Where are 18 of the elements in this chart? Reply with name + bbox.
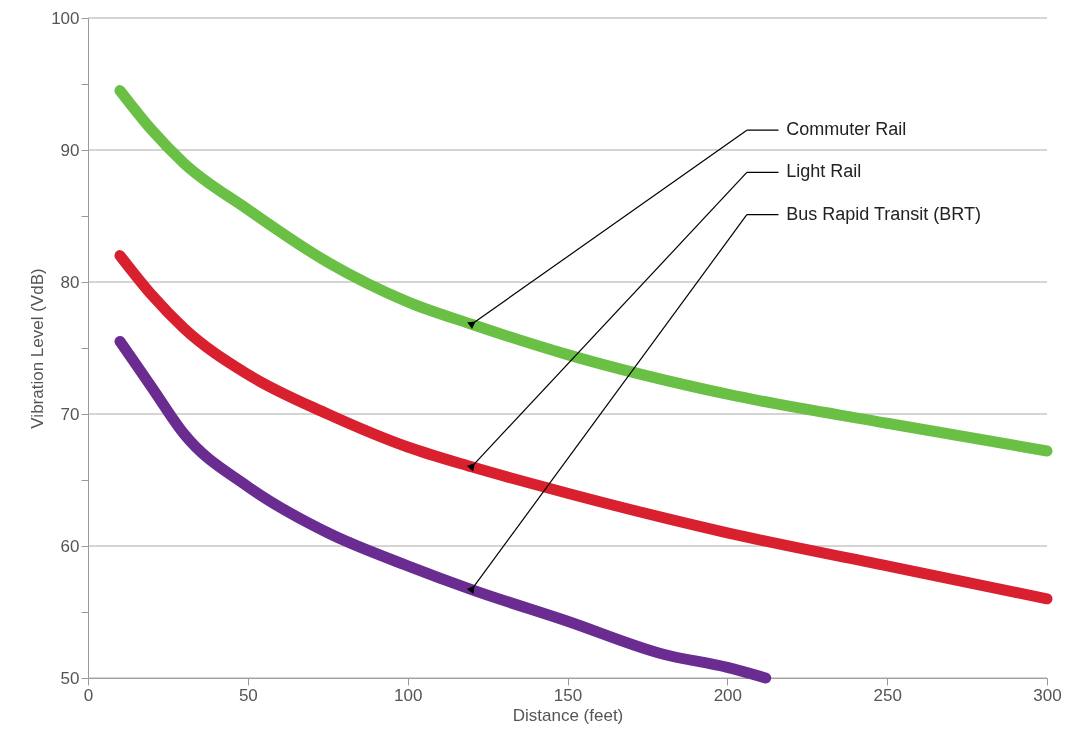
x-axis-title: Distance (feet)	[512, 705, 624, 725]
x-tick-label: 250	[873, 685, 902, 705]
x-tick-label: 200	[713, 685, 743, 705]
y-tick-label: 90	[60, 140, 80, 160]
x-tick-label: 0	[83, 685, 94, 705]
x-tick-label: 50	[238, 685, 258, 705]
y-tick-label: 80	[60, 272, 80, 292]
y-tick-label: 100	[51, 8, 80, 28]
y-tick-label: 70	[60, 404, 80, 424]
x-tick-label: 150	[553, 685, 583, 705]
x-tick-label: 100	[393, 685, 423, 705]
y-tick-label: 60	[60, 536, 80, 556]
legend-label: Bus Rapid Transit (BRT)	[786, 203, 981, 224]
legend-label: Commuter Rail	[786, 119, 907, 140]
y-tick-label: 50	[60, 668, 80, 688]
y-axis-title: Vibration Level (VdB)	[28, 268, 48, 429]
legend-label: Light Rail	[786, 161, 862, 182]
x-tick-label: 300	[1033, 685, 1062, 705]
